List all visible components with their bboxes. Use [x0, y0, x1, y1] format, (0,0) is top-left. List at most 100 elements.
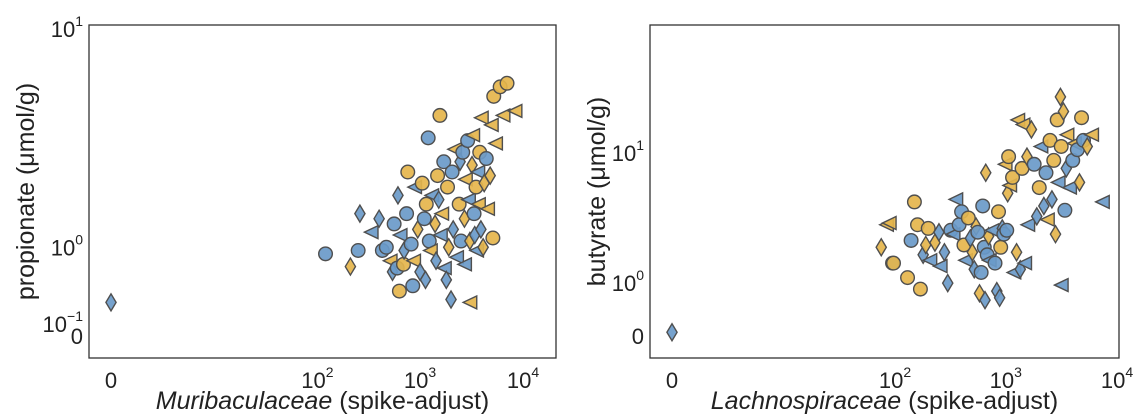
data-point-diamond: [392, 185, 404, 206]
data-point-left: [456, 171, 473, 187]
y-tick-labels: 010−1 100 101: [43, 13, 84, 349]
data-point-left: [494, 107, 511, 124]
data-point-diamond: [1057, 101, 1070, 122]
data-point-diamond: [445, 289, 457, 310]
data-point-circle: [920, 220, 936, 236]
data-point-circle: [440, 179, 456, 195]
data-point-diamond: [966, 242, 979, 263]
data-point-diamond: [484, 165, 497, 186]
data-point-circle: [391, 283, 407, 299]
data-point-circle: [1005, 169, 1021, 185]
data-point-circle: [414, 175, 430, 191]
data-point-left: [464, 127, 481, 143]
x-tick-label: 102: [301, 364, 333, 393]
data-point-circle: [436, 154, 452, 170]
data-point-diamond: [373, 208, 386, 229]
data-point-left: [470, 196, 486, 212]
data-point-circle: [420, 130, 436, 146]
data-point-circle: [900, 270, 916, 286]
data-point-left: [921, 252, 938, 268]
data-point-diamond: [666, 322, 678, 343]
data-point-circle: [987, 255, 1003, 271]
y-tick-label: 0: [632, 324, 644, 349]
data-point-diamond: [938, 242, 951, 263]
x-axis-label-italic: Lachnospiraceae: [711, 387, 901, 415]
data-point-left: [461, 294, 478, 310]
data-point-left: [880, 215, 897, 231]
data-point-circle: [405, 278, 421, 294]
data-point-circle: [1042, 132, 1058, 148]
data-point-circle: [386, 216, 402, 232]
data-point-diamond: [105, 292, 117, 313]
x-tick-label: 0: [105, 368, 117, 393]
data-point-circle: [1074, 110, 1090, 126]
data-point-left: [947, 191, 964, 207]
data-point-left: [1049, 174, 1066, 190]
data-point-circle: [975, 198, 991, 214]
data-point-diamond: [419, 270, 432, 290]
data-point-diamond: [993, 287, 1006, 308]
x-axis-label-rest: (spike-adjust): [332, 387, 489, 415]
data-point-diamond: [1046, 189, 1058, 210]
y-tick-label: 0: [71, 324, 83, 349]
data-point-circle: [432, 107, 448, 123]
data-point-circle: [444, 164, 460, 180]
data-point-diamond: [941, 273, 954, 293]
data-point-left: [431, 227, 448, 243]
data-point-diamond: [1037, 196, 1050, 216]
data-point-left: [1038, 212, 1055, 228]
data-point-left: [421, 242, 438, 259]
data-point-circle: [350, 242, 366, 258]
data-point-circle: [1053, 138, 1069, 154]
y-tick-labels: 0 100 101: [612, 137, 644, 349]
points-layer: [105, 75, 523, 313]
data-point-diamond: [1081, 136, 1094, 157]
y-tick-label: 101: [612, 137, 644, 166]
data-point-diamond: [1030, 206, 1043, 227]
x-tick-label: 103: [990, 364, 1022, 393]
data-point-circle: [973, 264, 989, 280]
data-point-diamond: [429, 214, 441, 234]
data-point-left: [1019, 217, 1036, 233]
data-point-left: [931, 258, 948, 274]
data-point-circle: [1038, 165, 1054, 181]
x-axis-label: Lachnospiraceae (spike-adjust): [711, 387, 1058, 415]
data-point-left: [506, 103, 523, 119]
plot-frame: [88, 24, 557, 359]
data-point-left: [460, 192, 476, 208]
data-point-circle: [1046, 152, 1062, 168]
data-point-circle: [912, 281, 928, 297]
y-tick-label: 101: [51, 13, 83, 42]
data-point-diamond: [447, 219, 460, 240]
data-point-diamond: [430, 250, 442, 271]
x-axis-label-italic: Muribaculaceae: [156, 387, 333, 415]
data-point-circle: [399, 206, 415, 222]
data-point-left: [362, 224, 379, 240]
data-point-circle: [999, 222, 1015, 238]
data-point-diamond: [979, 162, 992, 183]
data-point-diamond: [973, 283, 986, 304]
data-point-circle: [993, 239, 1009, 255]
data-point-circle: [430, 168, 446, 184]
data-point-diamond: [440, 270, 453, 290]
data-point-circle: [378, 239, 394, 255]
y-axis-label: propionate (μmol/g): [12, 83, 40, 300]
data-point-circle: [1001, 149, 1017, 165]
scatter-panel-butyrate: 0 102 103 104 0 100 101 Lachnospiraceae (spik…: [583, 24, 1133, 415]
data-point-diamond: [875, 237, 888, 258]
y-tick-label: 100: [612, 267, 644, 296]
x-tick-labels: 0 102 103 104: [666, 364, 1133, 393]
data-point-diamond: [344, 256, 357, 277]
points-layer: [666, 87, 1110, 343]
data-point-diamond: [411, 219, 424, 240]
data-point-left: [448, 249, 465, 265]
data-point-diamond: [1073, 172, 1086, 193]
data-point-diamond: [1049, 224, 1062, 245]
data-point-circle: [485, 230, 501, 246]
data-point-left: [482, 117, 499, 133]
data-point-circle: [400, 164, 416, 180]
x-tick-labels: 0 102 103 104: [105, 364, 539, 393]
y-tick-label: 100: [51, 231, 83, 260]
data-point-circle: [906, 194, 922, 210]
